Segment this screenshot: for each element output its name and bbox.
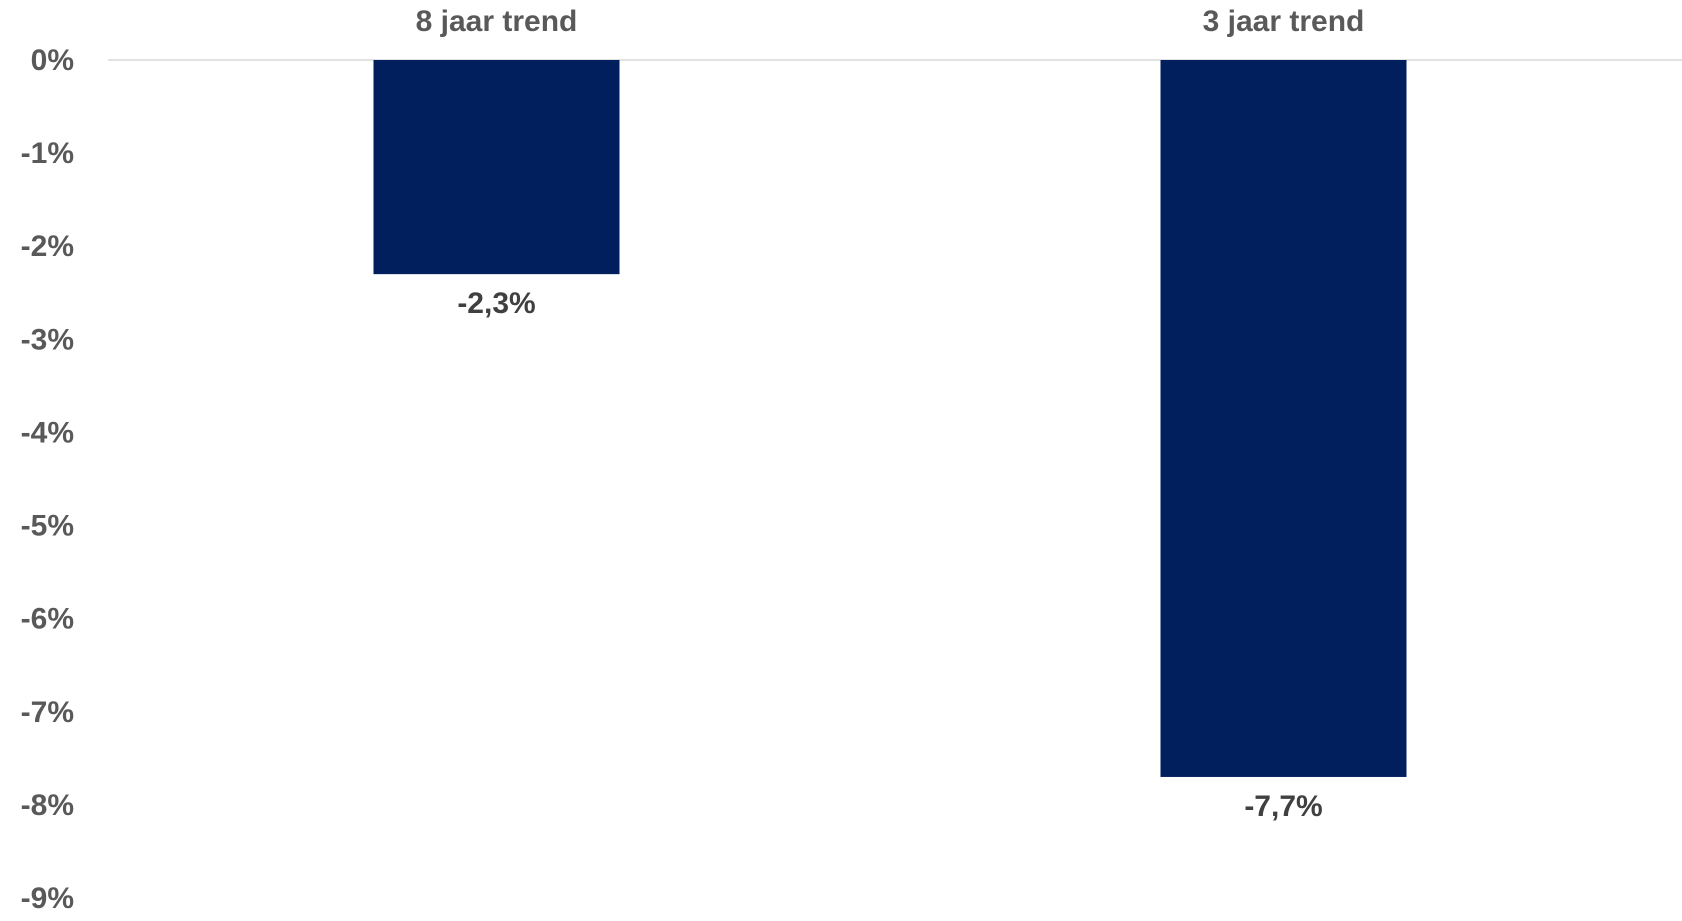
data-label: -7,7% <box>1244 790 1322 823</box>
y-tick-label: -1% <box>21 137 74 170</box>
y-tick-label: -9% <box>21 882 74 915</box>
bars <box>373 60 1407 777</box>
category-label: 8 jaar trend <box>416 5 578 38</box>
y-tick-label: 0% <box>31 44 74 77</box>
y-tick-label: -4% <box>21 416 74 449</box>
category-labels: 8 jaar trend 3 jaar trend <box>416 5 1365 38</box>
y-axis-ticks: 0% -1% -2% -3% -4% -5% -6% -7% -8% -9% <box>21 44 74 915</box>
category-label: 3 jaar trend <box>1203 5 1365 38</box>
data-label: -2,3% <box>457 287 535 320</box>
y-tick-label: -2% <box>21 230 74 263</box>
y-tick-label: -5% <box>21 510 74 543</box>
y-tick-label: -8% <box>21 789 74 822</box>
y-tick-label: -6% <box>21 603 74 636</box>
bar <box>1160 60 1407 777</box>
y-tick-label: -7% <box>21 696 74 729</box>
data-labels: -2,3% -7,7% <box>457 287 1322 823</box>
bar <box>373 60 620 275</box>
y-tick-label: -3% <box>21 323 74 356</box>
